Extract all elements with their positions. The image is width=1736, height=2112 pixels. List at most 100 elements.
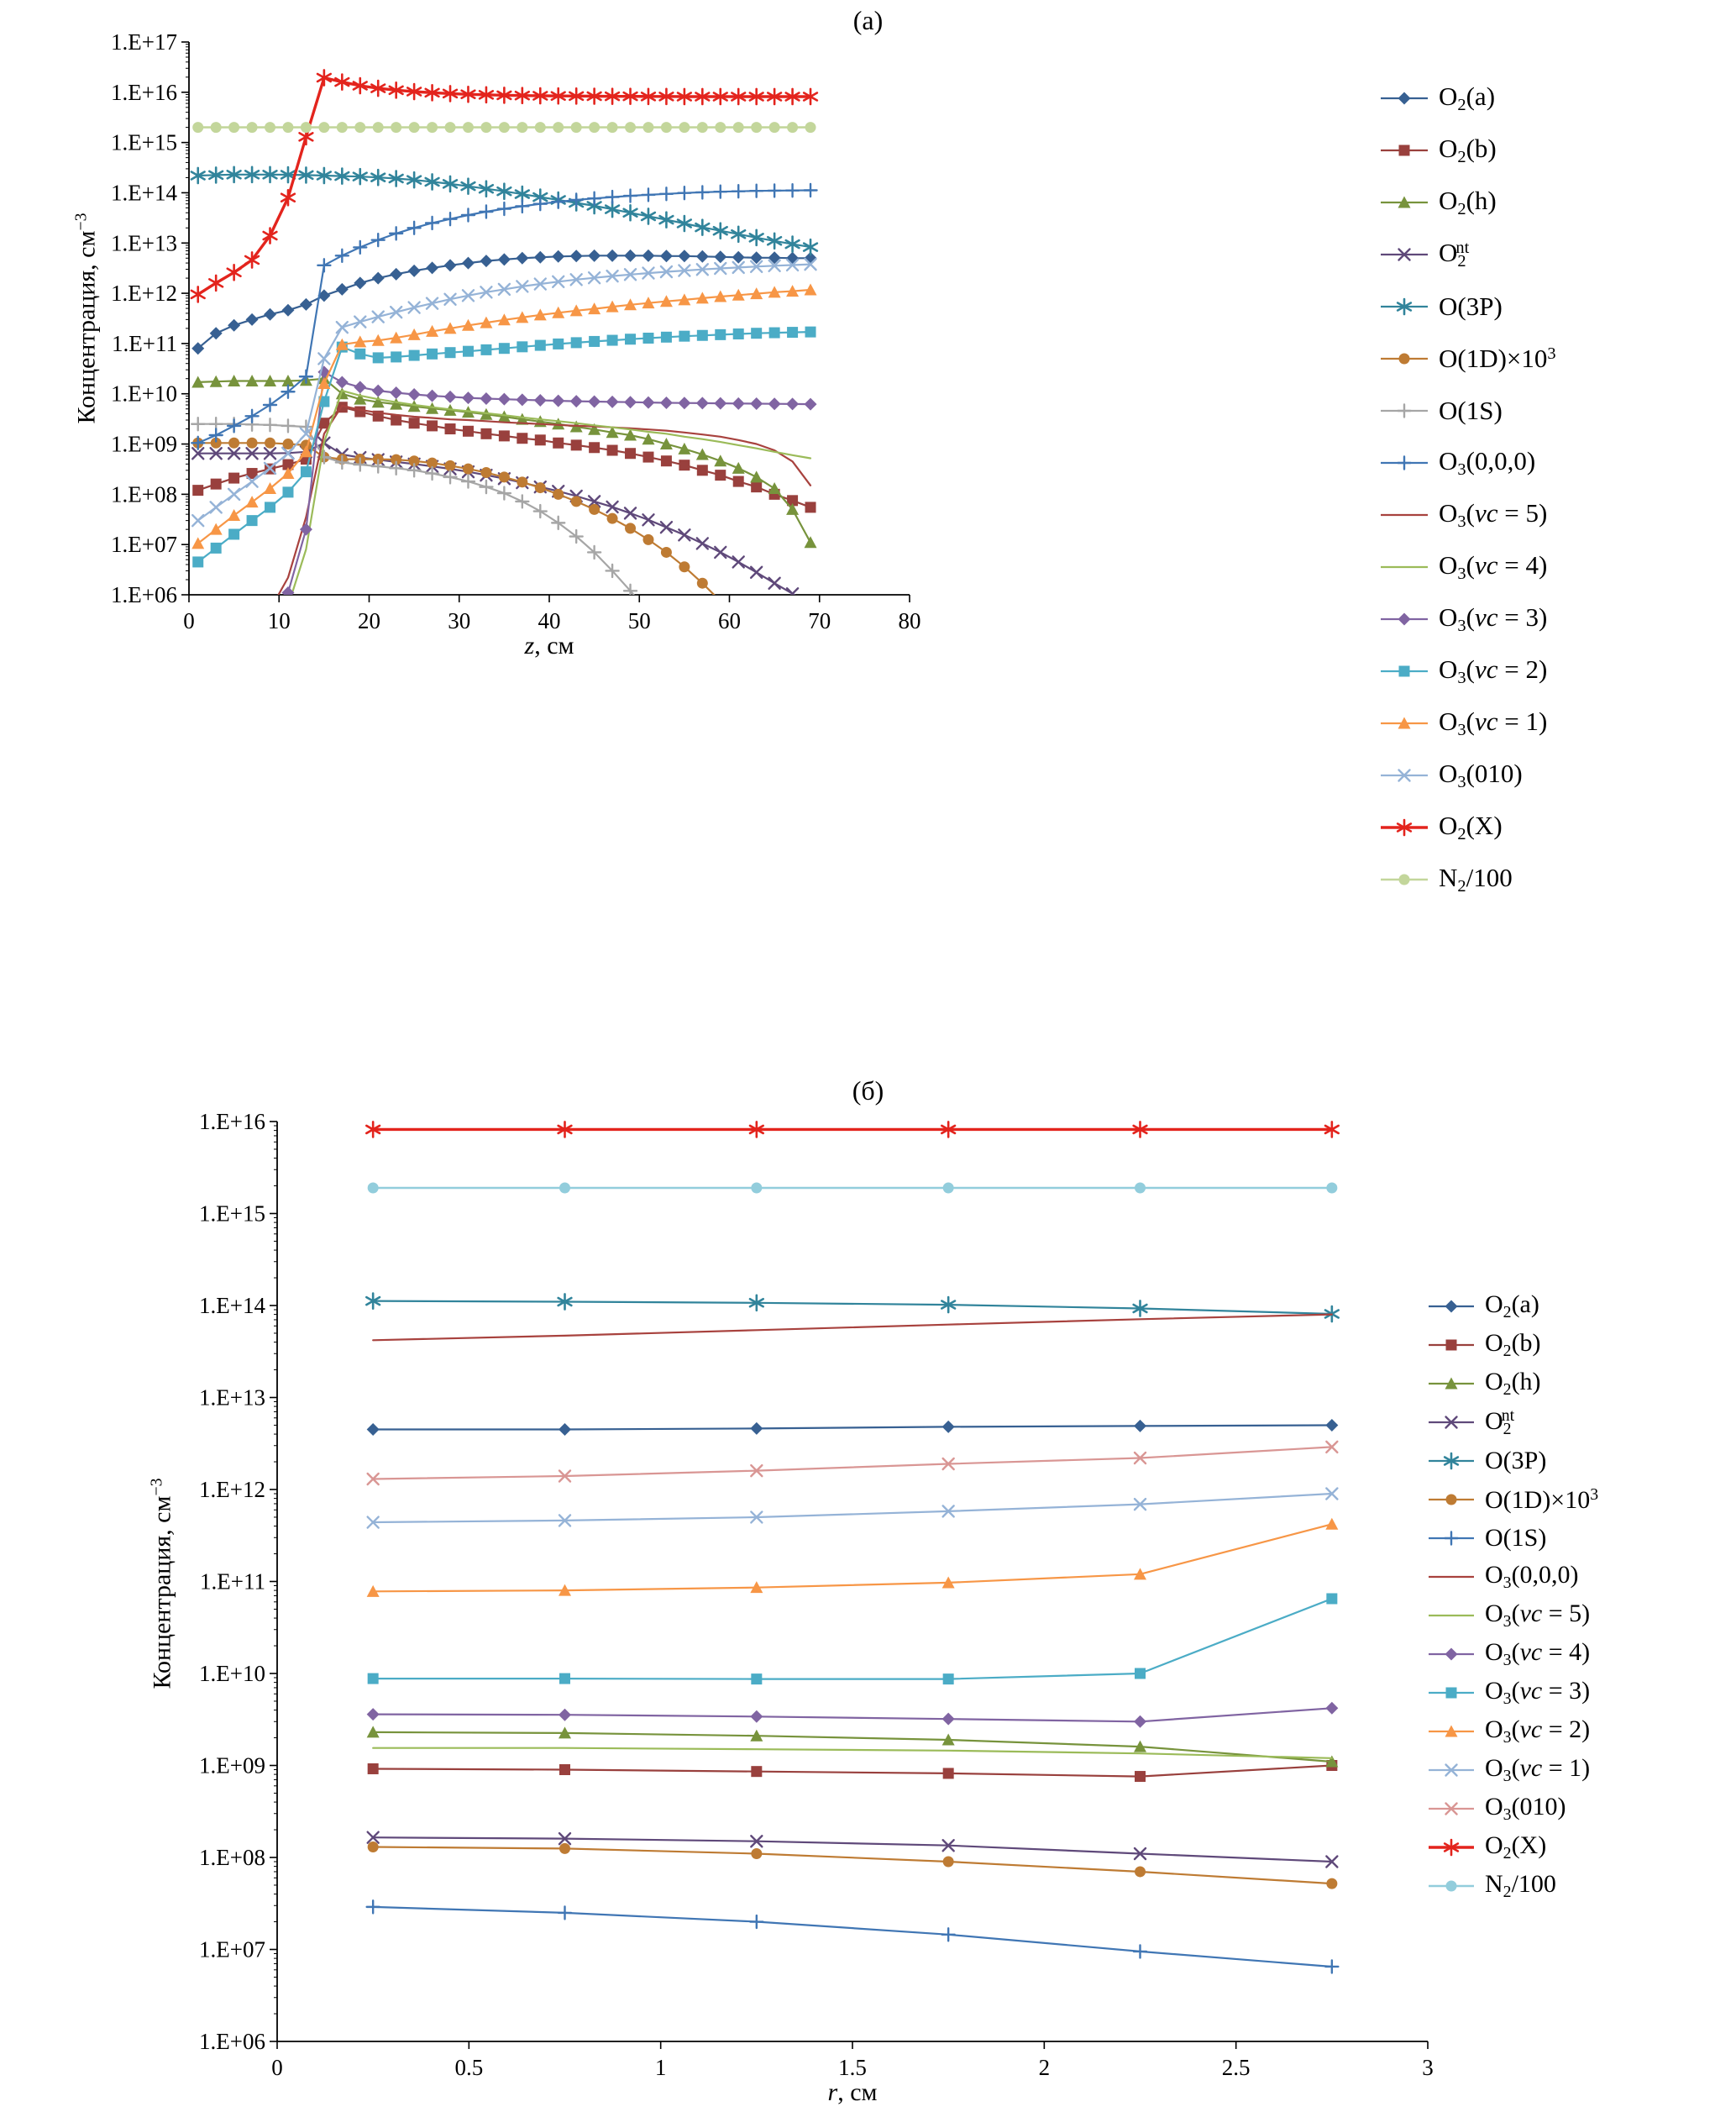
- y-tick-label: 1.E+08: [111, 481, 177, 507]
- x-tick-label: 1.5: [838, 2055, 867, 2080]
- series-O(1S): [365, 1899, 1340, 1974]
- legend-item-N2/100: N2/100: [1428, 1867, 1598, 1905]
- y-tick-label: 1.E+06: [199, 2029, 265, 2054]
- axes: [188, 42, 910, 596]
- legend-diamond-marker: [1429, 1300, 1474, 1313]
- legend-item-O3(0,0,0): O3(0,0,0): [1380, 437, 1556, 489]
- legend-triangle-marker: [1381, 196, 1428, 208]
- legend-x-marker: [1429, 1763, 1474, 1777]
- legend-item-O3(vc=5): O3(vc = 5): [1380, 489, 1556, 541]
- legend-item-O(3P): O(3P): [1428, 1442, 1598, 1480]
- legend-x-marker: [1429, 1416, 1474, 1429]
- legend-item-O(3P): O(3P): [1380, 281, 1556, 333]
- legend-item-O2nt: O2nt: [1428, 1403, 1598, 1442]
- legend-label: O2(X): [1485, 1831, 1547, 1862]
- series-O(3P): [190, 165, 819, 256]
- y-tick-label: 1.E+12: [111, 281, 177, 306]
- legend-label: O2(b): [1485, 1329, 1541, 1360]
- legend-label: O3(vc = 1): [1439, 706, 1548, 740]
- series-O3(vc=2): [366, 1517, 1339, 1597]
- series-O3(vc=2): [192, 326, 816, 568]
- legend-label: O(1S): [1439, 396, 1503, 425]
- y-tick-label: 1.E+13: [111, 230, 177, 255]
- series-O3(vc=4): [291, 390, 812, 595]
- legend-x-marker: [1381, 248, 1428, 261]
- legend-none-marker: [1381, 513, 1428, 517]
- series-O3(vc=1): [191, 283, 817, 549]
- x-tick-label: 3: [1422, 2055, 1434, 2080]
- legend-label: O(3P): [1439, 292, 1503, 321]
- y-tick-label: 1.E+15: [111, 130, 177, 155]
- legend-label: O3(vc = 4): [1439, 549, 1548, 584]
- legend-none-marker: [1429, 1575, 1474, 1579]
- legend-item-O(1S): O(1S): [1428, 1519, 1598, 1558]
- legend-item-O3(vc=2): O3(vc = 2): [1380, 645, 1556, 697]
- legend-diamond-marker: [1381, 612, 1428, 626]
- y-tick-label: 1.E+07: [199, 1937, 265, 1962]
- legend-plus-marker: [1381, 403, 1428, 418]
- legend-label: O2nt: [1439, 237, 1470, 271]
- series-O3(0,0,0): [372, 1313, 1333, 1342]
- legend-circle-marker: [1429, 1880, 1474, 1892]
- legend-item-O2(a): O2(a): [1380, 72, 1556, 124]
- legend-diamond-marker: [1429, 1647, 1474, 1661]
- x-tick-label: 10: [268, 608, 291, 633]
- tick-marks: [270, 1121, 1429, 2049]
- legend-none-marker: [1381, 565, 1428, 569]
- legend-item-O2(b): O2(b): [1428, 1326, 1598, 1364]
- series-O3(010): [366, 1440, 1339, 1486]
- series-O(1D)x10^3: [192, 437, 716, 595]
- y-tick-label: 1.E+11: [112, 331, 177, 356]
- x-tick-label: 60: [718, 608, 741, 633]
- x-tick-label: 20: [358, 608, 380, 633]
- x-tick-label: 2: [1039, 2055, 1051, 2080]
- legend-item-O3(vc=1): O3(vc = 1): [1380, 697, 1556, 749]
- legend-plus-marker: [1429, 1531, 1474, 1546]
- x-tick-label: 2.5: [1222, 2055, 1251, 2080]
- legend-circle-marker: [1381, 353, 1428, 365]
- x-tick-label: 50: [628, 608, 651, 633]
- legend-label: O3(vc = 5): [1485, 1600, 1591, 1631]
- legend-item-O3(vc=4): O3(vc = 4): [1380, 541, 1556, 593]
- x-tick-label: 0: [183, 608, 195, 633]
- x-tick-label: 70: [808, 608, 831, 633]
- y-tick-label: 1.E+14: [199, 1293, 265, 1318]
- legend-item-O3(vc=4): O3(vc = 4): [1428, 1635, 1598, 1673]
- chart-a-ylabel: Концентрация, см−3: [71, 213, 101, 424]
- series-N2/100: [192, 122, 816, 134]
- legend-label: O2(h): [1485, 1368, 1541, 1399]
- series-O2(X): [190, 69, 819, 303]
- legend-label: O3(vc = 3): [1439, 602, 1548, 636]
- y-tick-label: 1.E+12: [199, 1477, 265, 1502]
- legend-label: O2(a): [1485, 1290, 1539, 1321]
- chart-a-legend: O2(a) O2(b) O2(h) O2nt O(3P) O(1D)×103 O(1S) O3…: [1380, 72, 1556, 906]
- series-O3(vc=5): [372, 1747, 1333, 1759]
- legend-item-O2(h): O2(h): [1380, 176, 1556, 229]
- series-O2(a): [191, 249, 817, 355]
- y-tick-label: 1.E+10: [111, 381, 177, 407]
- legend-item-O(1D)x10^3: O(1D)×103: [1380, 333, 1556, 385]
- series-O3(vc=4): [366, 1701, 1339, 1728]
- series-O3(0,0,0): [191, 182, 818, 450]
- legend-item-O2(b): O2(b): [1380, 124, 1556, 176]
- series-O(1D)x10^3: [367, 1841, 1338, 1889]
- legend-label: O3(vc = 1): [1485, 1754, 1591, 1785]
- series-O2nt: [366, 1831, 1339, 1868]
- chart-a-title: (а): [852, 5, 884, 35]
- y-tick-label: 1.E+06: [111, 582, 177, 607]
- series-N2/100: [367, 1182, 1338, 1194]
- y-tick-label: 1.E+14: [111, 180, 177, 205]
- tick-labels: 1.E+06 1.E+07 1.E+08 1.E+09 1.E+10 1.E+11 1.E+…: [111, 29, 920, 633]
- axes: [276, 1122, 1428, 2042]
- legend-diamond-marker: [1381, 92, 1428, 105]
- legend-label: O3(vc = 2): [1485, 1715, 1591, 1747]
- series-O3(vc=3): [367, 1593, 1338, 1685]
- x-tick-label: 30: [448, 608, 470, 633]
- legend-circle-marker: [1381, 874, 1428, 885]
- series-O3(010): [191, 257, 817, 528]
- series-O3(vc=1): [366, 1487, 1339, 1529]
- x-tick-label: 1: [655, 2055, 667, 2080]
- legend-label: O(1S): [1485, 1524, 1547, 1552]
- legend-item-O2(X): O2(X): [1380, 801, 1556, 854]
